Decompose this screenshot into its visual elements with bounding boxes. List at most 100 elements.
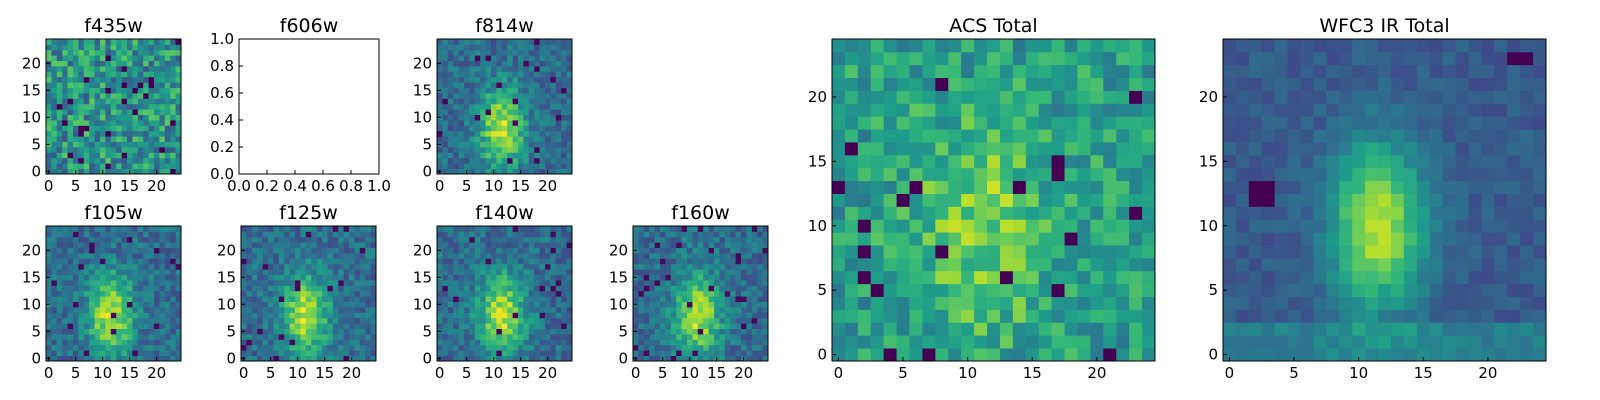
heatmap-cell [870,257,885,272]
heatmap-cell [116,120,122,126]
heatmap-cell [539,157,546,164]
heatmap-cell [496,147,503,153]
heatmap-cell [137,301,144,308]
heatmap-cell [870,219,885,233]
heatmap-cell [1300,322,1314,336]
heatmap-cell [844,322,859,336]
heatmap-cell [1038,219,1053,233]
heatmap-cell [534,55,540,61]
heatmap-cell [1051,90,1065,104]
heatmap-cell [751,280,758,286]
heatmap-cell [164,66,171,72]
heatmap-cell [528,147,535,153]
heatmap-cell [62,258,68,265]
heatmap-cell [649,350,655,356]
heatmap-cell [1012,77,1027,91]
heatmap-cell [1287,270,1301,285]
heatmap-cell [137,136,144,142]
heatmap-cell [518,103,524,110]
heatmap-cell [496,109,503,115]
heatmap-cell [83,312,90,319]
heatmap-cell [62,130,68,137]
heatmap-cell [896,142,910,156]
heatmap-cell [67,350,74,356]
heatmap-cell [1455,167,1469,182]
heatmap-cell [762,323,769,329]
heatmap-cell [676,231,682,238]
heatmap-cell [175,323,182,329]
heatmap-cell [289,290,296,297]
heatmap-cell [550,226,557,232]
heatmap-cell [523,130,530,137]
heatmap-cell [453,280,459,286]
heatmap-cell [453,87,459,94]
heatmap-cell [51,60,58,67]
heatmap-cell [1390,180,1405,194]
x-tick-label: 0.8 [339,177,363,195]
heatmap-cell [566,296,573,302]
heatmap-cell [474,114,481,121]
heatmap-cell [1442,322,1456,336]
x-tick-label: 0.0 [227,177,251,195]
heatmap-cell [170,263,176,270]
heatmap-cell [1313,180,1327,194]
heatmap-cell [719,269,726,275]
heatmap-cell [883,39,897,53]
heatmap-cell [447,163,454,169]
heatmap-cell [273,280,280,286]
heatmap-cell [159,168,166,175]
heatmap-cell [518,301,524,308]
heatmap-cell [692,242,699,248]
heatmap-cell [246,242,253,248]
heatmap-cell [1261,193,1276,207]
heatmap-cell [148,109,155,115]
heatmap-cell [676,355,682,362]
heatmap-cell [485,317,492,324]
heatmap-cell [73,350,79,356]
heatmap-cell [1339,180,1353,194]
heatmap-cell [127,258,133,265]
heatmap-cell [442,274,449,281]
heatmap-cell [127,147,133,153]
heatmap-cell [1103,309,1117,323]
heatmap-cell [550,136,557,142]
heatmap-cell [1533,335,1547,349]
heatmap-cell [143,71,149,78]
heatmap-cell [1038,206,1053,220]
heatmap-cell [268,236,274,243]
heatmap-cell [359,323,366,329]
heatmap-cell [437,98,443,105]
heatmap-cell [1313,348,1327,362]
heatmap-cell [741,247,747,254]
heatmap-cell [697,269,704,275]
heatmap-cell [561,317,567,324]
heatmap-cell [51,163,58,169]
heatmap-cell [1313,322,1327,336]
heatmap-cell [703,296,709,302]
heatmap-cell [751,328,758,335]
heatmap-cell [1248,232,1263,246]
heatmap-cell [365,263,371,270]
x-tick-label: 0 [435,364,445,382]
heatmap-cell [46,312,52,319]
heatmap-cell [719,301,726,308]
heatmap-cell [100,258,106,265]
heatmap-cell [1468,348,1482,362]
heatmap-cell [518,87,524,94]
heatmap-cell [73,103,79,110]
heatmap-cell [148,141,155,148]
heatmap-cell [62,103,68,110]
heatmap-cell [1012,206,1027,220]
heatmap-cell [316,334,323,340]
heatmap-cell [496,285,503,292]
heatmap-cell [105,274,112,281]
heatmap-cell [566,285,573,292]
heatmap-cell [1403,348,1418,362]
heatmap-cell [545,247,551,254]
heatmap-cell [692,301,699,308]
heatmap-cell [523,125,530,132]
heatmap-cell [67,141,74,148]
heatmap-cell [89,334,95,340]
heatmap-cell [1365,219,1379,233]
heatmap-cell [67,269,74,275]
